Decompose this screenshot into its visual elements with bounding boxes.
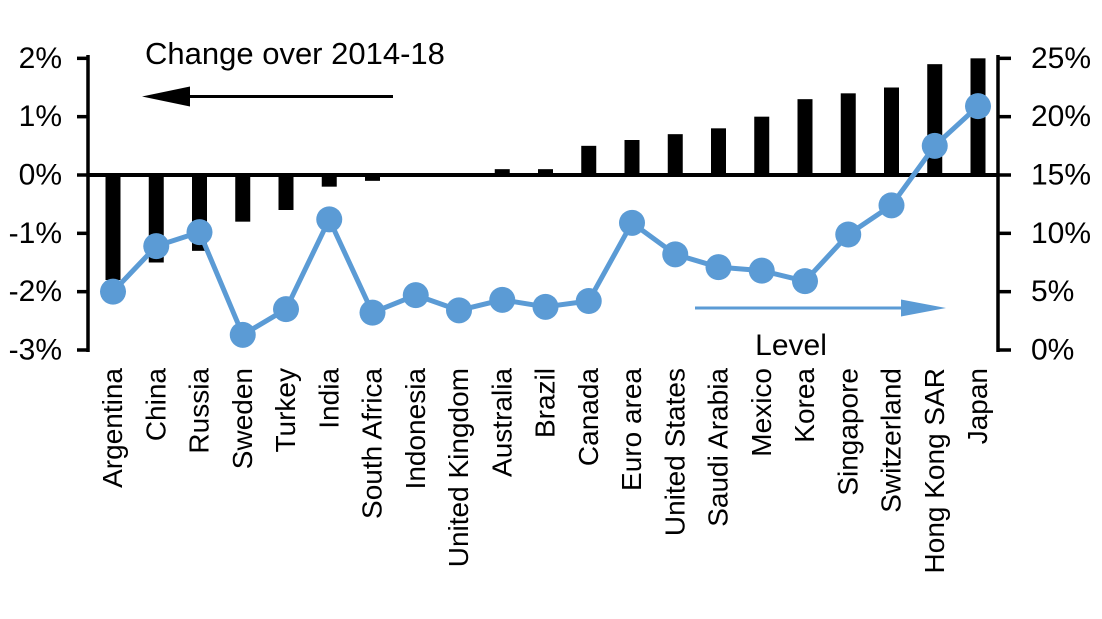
level-marker-Argentina [100,278,126,305]
change-series-label: Change over 2014-18 [145,36,445,71]
bar-Australia [494,169,510,175]
category-labels: Argentina China Russia Sweden Turkey India Sou… [97,368,993,574]
left-axis-tick-label: -1% [9,217,62,250]
bar-Turkey [278,175,294,210]
change-arrow-left-icon [142,86,190,107]
annotations: Change over 2014-18 Level [142,36,946,362]
bar-Sweden [235,175,251,222]
level-marker-South Africa [359,299,386,326]
bar-Mexico [754,116,770,175]
level-marker-Mexico [748,257,775,284]
category-label-Switzerland: Switzerland [876,368,907,513]
category-label-Korea: Korea [789,368,820,443]
level-marker-Saudi Arabia [705,254,732,281]
left-axis-tick-label: 0% [19,159,62,192]
level-marker-Russia [186,219,213,246]
line-series [100,93,991,348]
right-axis-tick-label: 25% [1031,42,1091,75]
bar-Argentina [105,175,121,280]
level-marker-India [316,206,343,233]
level-marker-Euro area [619,209,645,236]
level-marker-Indonesia [402,282,429,309]
level-marker-Switzerland [878,192,905,219]
category-label-Argentina: Argentina [97,368,128,488]
level-marker-United Kingdom [446,297,472,324]
left-axis-tick-label: 2% [19,42,62,75]
bar-Switzerland [884,87,899,175]
bar-South Africa [365,175,380,181]
level-marker-Korea [792,268,818,295]
category-label-United States: United States [659,368,690,536]
level-marker-Turkey [273,296,299,323]
left-axis-tick-label: -2% [9,275,62,308]
right-axis-tick-label: 10% [1031,217,1091,250]
category-label-Singapore: Singapore [832,368,863,496]
level-marker-United States [662,241,689,268]
right-axis-tick-label: 20% [1031,100,1091,133]
bar-Canada [581,145,597,175]
category-label-Russia: Russia [184,368,215,454]
category-label-Hong Kong SAR: Hong Kong SAR [919,368,950,573]
bar-series [105,58,986,280]
right-axis-tick-label: 0% [1031,334,1074,367]
level-marker-Japan [965,93,991,120]
right-axis-tick-label: 15% [1031,159,1091,192]
level-marker-Sweden [229,321,256,348]
category-label-Sweden: Sweden [227,368,258,469]
level-marker-China [143,233,170,260]
category-label-Indonesia: Indonesia [400,368,431,490]
level-marker-Hong Kong SAR [921,132,948,159]
level-marker-Brazil [532,293,559,320]
category-label-Euro area: Euro area [616,368,647,491]
category-label-India: India [313,368,344,429]
bar-United States [667,134,683,175]
left-axis-tick-label: -3% [9,333,62,366]
left-axis-tick-label: 1% [19,100,62,133]
category-label-South Africa: South Africa [357,368,388,519]
bar-India [321,175,337,187]
level-arrow-right-icon [901,299,946,317]
level-marker-Australia [489,286,516,313]
level-marker-Canada [575,288,602,315]
category-label-Japan: Japan [962,368,993,444]
category-label-United Kingdom: United Kingdom [443,368,474,567]
category-label-Brazil: Brazil [530,368,561,438]
bar-Singapore [840,93,856,175]
level-marker-Singapore [835,221,862,248]
bar-Brazil [538,169,553,175]
level-series-label: Level [755,329,827,362]
category-label-Saudi Arabia: Saudi Arabia [703,368,734,527]
bar-Korea [797,99,813,175]
category-label-China: China [140,368,171,442]
right-axis-tick-label: 5% [1031,275,1074,308]
category-label-Canada: Canada [573,368,604,467]
category-label-Mexico: Mexico [746,368,777,457]
category-label-Turkey: Turkey [270,368,301,453]
bar-Saudi Arabia [711,128,726,175]
category-label-Australia: Australia [486,368,517,477]
bar-Euro area [624,140,640,175]
